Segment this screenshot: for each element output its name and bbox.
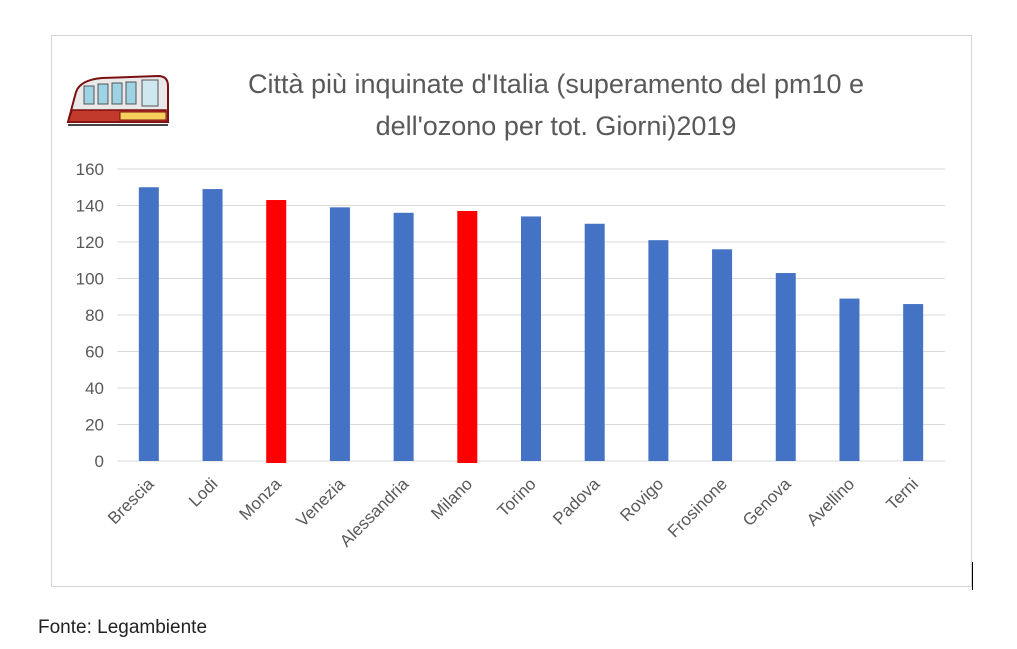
x-category-label: Terni <box>882 474 921 513</box>
bar-frosinone <box>712 249 733 461</box>
chart-title-line-1: Città più inquinate d'Italia (superament… <box>248 69 864 99</box>
x-category-label: Monza <box>236 474 286 524</box>
y-tick-label: 140 <box>76 197 104 216</box>
bar-milano <box>457 210 478 463</box>
train-logo <box>66 74 169 126</box>
bar-padova <box>584 223 605 461</box>
y-tick-label: 60 <box>85 343 104 362</box>
x-category-label: Torino <box>494 474 540 520</box>
bar-monza <box>266 200 287 463</box>
bar-venezia <box>329 207 350 461</box>
x-category-label: Genova <box>739 474 795 530</box>
x-category-label: Venezia <box>293 474 350 531</box>
y-axis-tick-labels: 0 20 40 60 80 100 120 140 160 <box>76 160 104 471</box>
source-note: Fonte: Legambiente <box>38 617 208 638</box>
bar-lodi <box>202 189 223 461</box>
bar-rovigo <box>648 240 669 461</box>
x-category-label: Milano <box>427 474 476 523</box>
x-category-label: Brescia <box>104 474 158 528</box>
x-category-label: Frosinone <box>664 474 731 541</box>
x-category-label: Padova <box>549 474 604 529</box>
y-tick-label: 0 <box>95 452 104 471</box>
bar-avellino <box>839 298 860 461</box>
x-category-label: Avellino <box>803 474 858 529</box>
y-tick-label: 80 <box>85 306 104 325</box>
x-category-label: Alessandria <box>336 474 413 551</box>
bar-torino <box>521 216 541 461</box>
bar-alessandria <box>393 212 414 461</box>
bars <box>138 187 924 463</box>
y-tick-label: 120 <box>76 233 104 252</box>
x-category-label: Rovigo <box>616 474 667 525</box>
bar-brescia <box>138 187 159 461</box>
y-tick-label: 40 <box>85 379 104 398</box>
y-tick-label: 20 <box>85 416 104 435</box>
frame-edge-mark <box>972 562 973 590</box>
bar-terni <box>903 304 924 461</box>
y-tick-label: 100 <box>76 270 104 289</box>
chart-title-line-2: dell'ozono per tot. Giorni)2019 <box>376 111 737 141</box>
y-tick-label: 160 <box>76 160 104 179</box>
bar-genova <box>775 273 796 461</box>
x-category-label: Lodi <box>185 474 221 510</box>
